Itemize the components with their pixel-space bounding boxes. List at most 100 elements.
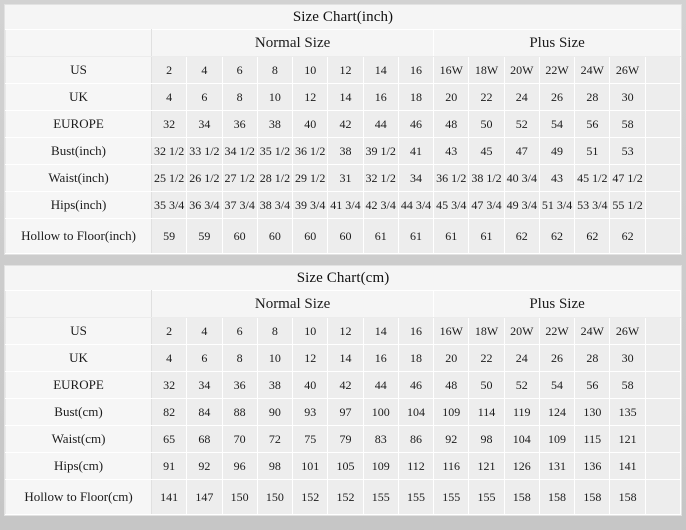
table-cell: 33 1/2 <box>186 137 223 165</box>
table-cell: 26 <box>538 344 576 372</box>
table-cell: 26W <box>609 56 646 84</box>
table-cell: 54 <box>538 110 576 138</box>
table-cell: 155 <box>433 479 470 515</box>
table-cell: 4 <box>150 83 188 111</box>
table-cell: 16 <box>397 317 435 345</box>
row-label: EUROPE <box>5 371 152 399</box>
table-row: Bust(inch) 32 1/2 33 1/2 34 1/2 35 1/2 36 1/2… <box>5 137 682 165</box>
table-cell: 124 <box>538 398 576 426</box>
table-cell-spacer <box>644 56 682 84</box>
table-cell: 155 <box>397 479 435 515</box>
table-cell: 32 1/2 <box>362 164 399 192</box>
table-cell: 35 1/2 <box>256 137 294 165</box>
table-cell: 41 <box>397 137 435 165</box>
table-cell: 6 <box>221 56 258 84</box>
table-row: Bust(cm) 82 84 88 90 93 97 100 104 109 114 119 124 13… <box>5 398 682 426</box>
table-cell: 56 <box>574 110 611 138</box>
table-cell: 29 1/2 <box>292 164 329 192</box>
table-cell: 32 <box>150 110 188 138</box>
table-cell: 50 <box>468 371 505 399</box>
group-header-plus-size: Plus Size <box>433 29 681 57</box>
table-cell: 26W <box>609 317 646 345</box>
table-row: Hollow to Floor(cm) 141 147 150 150 152 152 155… <box>5 479 682 515</box>
table-cell: 36 <box>221 371 258 399</box>
table-cell: 136 <box>574 452 611 480</box>
table-cell: 52 <box>503 110 540 138</box>
table-cell: 109 <box>433 398 470 426</box>
table-cell: 58 <box>609 110 646 138</box>
group-header-blank <box>5 290 152 318</box>
table-cell: 115 <box>574 425 611 453</box>
table-cell: 59 <box>150 218 188 254</box>
table-cell: 18W <box>468 56 505 84</box>
table-cell: 38 <box>327 137 364 165</box>
table-cell: 45 3/4 <box>433 191 470 219</box>
table-cell: 18W <box>468 317 505 345</box>
table-cell: 70 <box>221 425 258 453</box>
table-cell: 100 <box>362 398 399 426</box>
table-cell: 42 3/4 <box>362 191 399 219</box>
table-cell: 38 <box>256 371 294 399</box>
table-cell-spacer <box>644 137 682 165</box>
table-row: EUROPE 32 34 36 38 40 42 44 46 48 50 52 54 56 58 <box>5 110 682 138</box>
table-cell: 10 <box>292 317 329 345</box>
row-label: EUROPE <box>5 110 152 138</box>
table-row: EUROPE 32 34 36 38 40 42 44 46 48 50 52 54 56 58 <box>5 371 682 399</box>
table-cell: 49 3/4 <box>503 191 540 219</box>
table-cell: 22W <box>538 317 576 345</box>
table-cell: 36 <box>221 110 258 138</box>
table-cell-spacer <box>644 479 682 515</box>
table-cell: 6 <box>186 344 223 372</box>
table-cell: 61 <box>433 218 470 254</box>
table-cell: 130 <box>574 398 611 426</box>
row-label: Bust(inch) <box>5 137 152 165</box>
table-cell: 126 <box>503 452 540 480</box>
table-cell: 20W <box>503 56 540 84</box>
table-cell: 38 3/4 <box>256 191 294 219</box>
row-label: Hollow to Floor(inch) <box>5 218 152 254</box>
table-cell: 91 <box>150 452 188 480</box>
group-header-row: Normal Size Plus Size <box>5 29 681 57</box>
table-cell: 43 <box>538 164 576 192</box>
group-header-plus-size: Plus Size <box>433 290 681 318</box>
table-cell: 22W <box>538 56 576 84</box>
row-label: Waist(inch) <box>5 164 152 192</box>
table-cell: 46 <box>397 371 435 399</box>
size-table-cm-body: Normal Size Plus Size US 2 4 6 8 10 12 14 16 16W 18W… <box>5 290 682 515</box>
table-cell: 61 <box>362 218 399 254</box>
chart-title-cm: Size Chart(cm) <box>5 266 681 290</box>
table-cell: 46 <box>397 110 435 138</box>
table-cell: 48 <box>433 371 470 399</box>
table-cell: 26 <box>538 83 576 111</box>
table-cell: 93 <box>292 398 329 426</box>
table-cell: 43 <box>433 137 470 165</box>
table-cell: 37 3/4 <box>221 191 258 219</box>
table-cell-spacer <box>644 344 682 372</box>
table-cell: 150 <box>221 479 258 515</box>
table-cell: 86 <box>397 425 435 453</box>
table-cell: 92 <box>433 425 470 453</box>
table-cell: 20 <box>433 344 470 372</box>
table-cell: 72 <box>256 425 294 453</box>
table-cell: 4 <box>186 56 223 84</box>
table-cell: 31 <box>327 164 364 192</box>
table-cell: 38 1/2 <box>468 164 505 192</box>
table-row: Waist(inch) 25 1/2 26 1/2 27 1/2 28 1/2 29 1/… <box>5 164 682 192</box>
row-label: US <box>5 317 152 345</box>
table-cell-spacer <box>644 398 682 426</box>
table-cell: 41 3/4 <box>327 191 364 219</box>
table-cell: 24W <box>574 56 611 84</box>
table-cell: 109 <box>538 425 576 453</box>
table-cell: 16 <box>397 56 435 84</box>
table-cell: 60 <box>292 218 329 254</box>
table-cell: 30 <box>609 344 646 372</box>
table-cell: 34 <box>186 371 223 399</box>
table-cell: 14 <box>327 83 364 111</box>
table-cell: 114 <box>468 398 505 426</box>
table-row: Hips(inch) 35 3/4 36 3/4 37 3/4 38 3/4 39 3/4… <box>5 191 682 219</box>
table-cell: 45 <box>468 137 505 165</box>
table-cell: 61 <box>468 218 505 254</box>
table-cell: 141 <box>150 479 188 515</box>
table-cell: 90 <box>256 398 294 426</box>
table-cell: 8 <box>256 56 294 84</box>
